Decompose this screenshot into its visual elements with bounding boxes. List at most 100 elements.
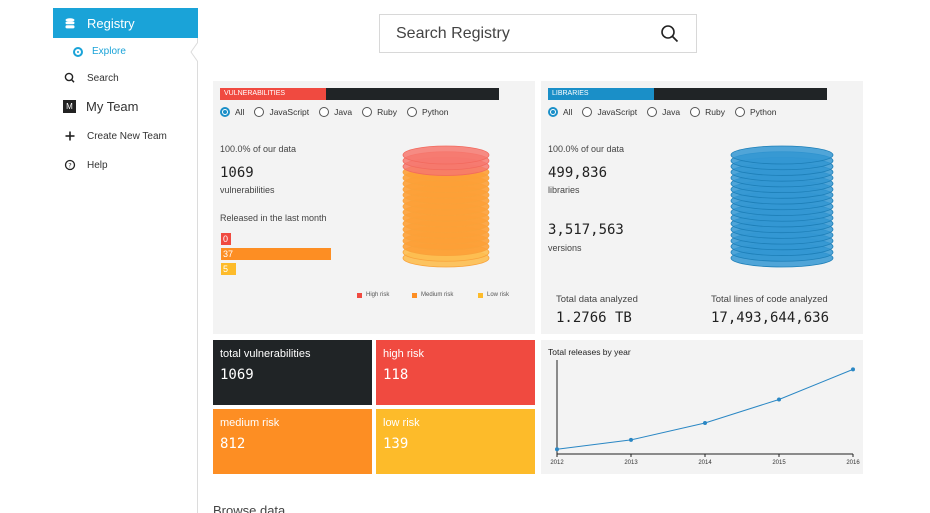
- sidebar-item-label: Create New Team: [87, 130, 167, 142]
- tile-low-risk[interactable]: low risk 139: [376, 409, 535, 474]
- search-icon: [64, 72, 75, 83]
- filter-python[interactable]: Python: [406, 107, 449, 117]
- filter-ruby[interactable]: Ruby: [690, 107, 725, 117]
- database-icon: [65, 17, 75, 28]
- filter-java[interactable]: Java: [319, 107, 352, 117]
- data-point: [555, 447, 559, 452]
- browse-data-heading: Browse data: [213, 503, 286, 513]
- released-bar-medium: 37: [221, 248, 331, 260]
- data-point: [851, 367, 855, 372]
- filter-python[interactable]: Python: [734, 107, 777, 117]
- coverage-text: 100.0% of our data: [548, 144, 625, 154]
- legend-swatch: [478, 292, 483, 298]
- filter-label: Java: [662, 107, 681, 117]
- tile-medium-risk[interactable]: medium risk 812: [213, 409, 372, 474]
- legend-medium: Medium risk: [412, 292, 453, 298]
- released-label: Released in the last month: [220, 213, 327, 223]
- versions-count: 3,517,563: [548, 222, 624, 238]
- x-tick-label: 2012: [550, 460, 564, 466]
- libraries-tab[interactable]: LIBRARIES: [548, 88, 654, 100]
- plus-icon: [65, 131, 75, 141]
- libraries-unit: libraries: [548, 185, 580, 195]
- search-bar: [379, 14, 697, 53]
- sidebar-item-explore[interactable]: Explore: [53, 39, 198, 64]
- filter-all[interactable]: All: [548, 107, 572, 117]
- filter-javascript[interactable]: JavaScript: [254, 107, 309, 117]
- libraries-count: 499,836: [548, 165, 608, 181]
- data-analyzed-label: Total data analyzed: [556, 294, 638, 305]
- tile-high-risk[interactable]: high risk 118: [376, 340, 535, 405]
- legend-label: High risk: [366, 292, 390, 298]
- filter-label: Java: [334, 107, 353, 117]
- libraries-filters: All JavaScript Java Ruby Python: [548, 107, 786, 117]
- tile-value: 139: [383, 436, 409, 452]
- sidebar-item-create-team[interactable]: Create New Team: [53, 130, 198, 142]
- radio-icon: [734, 107, 745, 117]
- filter-label: Python: [421, 107, 449, 117]
- vulnerabilities-tab[interactable]: VULNERABILITIES: [220, 88, 326, 100]
- filter-label: All: [563, 107, 573, 117]
- filter-ruby[interactable]: Ruby: [362, 107, 397, 117]
- sidebar-item-my-team[interactable]: M My Team: [53, 99, 198, 114]
- radio-icon: [319, 107, 330, 117]
- data-point: [777, 397, 781, 402]
- libraries-panel: LIBRARIES All JavaScript Java Ruby Pytho…: [541, 81, 863, 334]
- libraries-cylinder: [730, 145, 834, 268]
- data-analyzed-value: 1.2766 TB: [556, 310, 632, 326]
- data-point: [629, 437, 633, 442]
- sidebar: Registry Explore Search M My Team Create…: [53, 8, 198, 513]
- chart-title: Total releases by year: [548, 347, 631, 357]
- filter-java[interactable]: Java: [647, 107, 680, 117]
- vulnerabilities-count: 1069: [220, 165, 254, 181]
- filter-all[interactable]: All: [220, 107, 244, 117]
- versions-unit: versions: [548, 243, 582, 253]
- cylinder-disc: [402, 145, 490, 165]
- sidebar-item-label: Search: [87, 72, 119, 84]
- radio-icon: [647, 107, 658, 117]
- sidebar-item-registry[interactable]: Registry: [53, 8, 198, 38]
- filter-label: Ruby: [377, 107, 397, 117]
- tile-total-vulnerabilities[interactable]: total vulnerabilities 1069: [213, 340, 372, 405]
- data-point: [703, 420, 707, 425]
- x-tick-label: 2014: [698, 460, 712, 466]
- search-input[interactable]: [396, 24, 646, 43]
- lines-analyzed-label: Total lines of code analyzed: [711, 294, 828, 305]
- radio-icon: [362, 107, 373, 117]
- tile-label: total vulnerabilities: [220, 348, 311, 360]
- legend-label: Medium risk: [421, 292, 454, 298]
- sidebar-item-search[interactable]: Search: [53, 72, 198, 84]
- compass-icon: [73, 46, 83, 57]
- vulnerabilities-unit: vulnerabilities: [220, 185, 275, 195]
- tile-value: 118: [383, 367, 409, 383]
- svg-text:?: ?: [68, 161, 71, 169]
- lines-analyzed-value: 17,493,644,636: [711, 310, 830, 326]
- releases-chart-panel: Total releases by year 2012 2013 2014 2015 2…: [541, 340, 863, 474]
- tile-label: low risk: [383, 417, 420, 429]
- search-icon[interactable]: [660, 24, 680, 44]
- series-line: [556, 368, 854, 450]
- radio-icon: [254, 107, 265, 117]
- vulnerabilities-cylinder: [402, 145, 490, 268]
- libraries-tab-bar: LIBRARIES: [548, 88, 827, 100]
- sidebar-item-help[interactable]: ? Help: [53, 159, 198, 171]
- filter-label: Python: [749, 107, 777, 117]
- radio-icon: [582, 107, 593, 117]
- released-bar-high: 0: [221, 233, 231, 245]
- legend-swatch: [412, 292, 417, 298]
- released-bar-low: 5: [221, 263, 236, 275]
- vulnerabilities-panel: VULNERABILITIES All JavaScript Java Ruby…: [213, 81, 535, 334]
- legend-label: Low risk: [487, 292, 510, 298]
- sidebar-item-label: Help: [87, 159, 108, 171]
- filter-javascript[interactable]: JavaScript: [582, 107, 637, 117]
- radio-icon: [220, 107, 230, 117]
- legend-low: Low risk: [478, 292, 509, 298]
- help-icon: ?: [64, 159, 76, 171]
- legend-high: High risk: [357, 292, 389, 298]
- radio-icon: [406, 107, 417, 117]
- vulnerabilities-tab-bar: VULNERABILITIES: [220, 88, 499, 100]
- cylinder-disc: [730, 145, 834, 165]
- radio-icon: [690, 107, 701, 117]
- radio-icon: [548, 107, 558, 117]
- sidebar-item-label: My Team: [86, 99, 139, 114]
- tile-label: high risk: [383, 348, 424, 360]
